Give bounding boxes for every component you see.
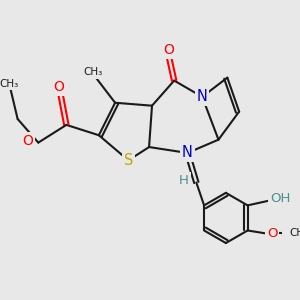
Text: N: N — [197, 89, 208, 104]
Text: H: H — [179, 174, 189, 187]
Text: N: N — [182, 146, 193, 160]
Text: CH₃: CH₃ — [0, 79, 18, 88]
Text: CH₃: CH₃ — [83, 67, 103, 77]
Text: CH₃: CH₃ — [290, 228, 300, 239]
Text: S: S — [124, 153, 133, 168]
Text: O: O — [22, 134, 33, 148]
Text: O: O — [164, 44, 174, 58]
Text: O: O — [267, 227, 278, 240]
Text: O: O — [53, 80, 64, 94]
Text: OH: OH — [270, 192, 290, 205]
